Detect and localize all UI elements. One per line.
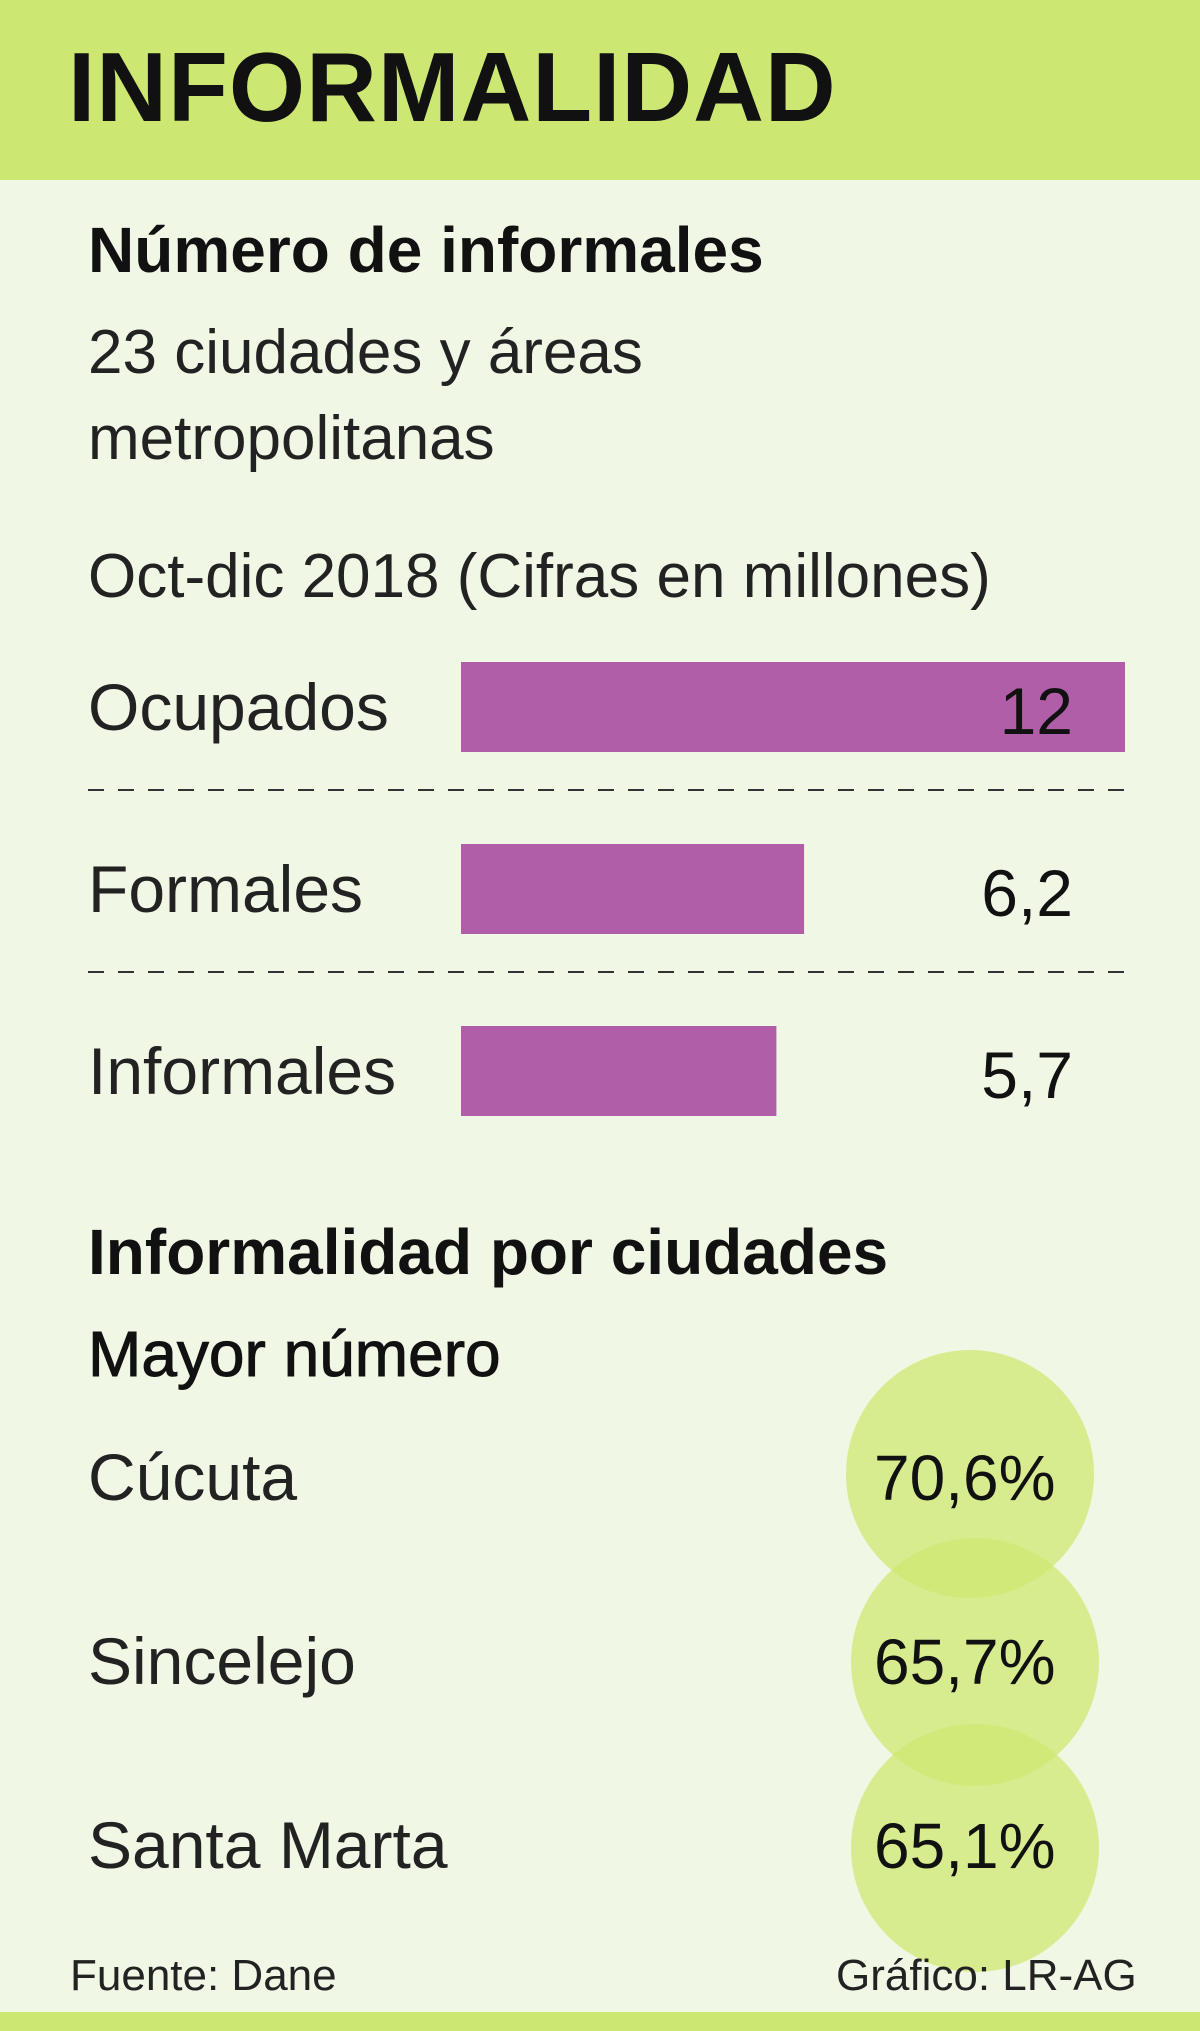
- bar: [461, 1026, 777, 1116]
- city-value: 65,1%: [874, 1810, 1056, 1882]
- bar-category-label: Formales: [88, 852, 363, 926]
- city-name: Cúcuta: [88, 1440, 298, 1514]
- section-subtitle-mayor: Mayor número: [88, 1318, 502, 1390]
- bar-value-label: 6,2: [981, 856, 1073, 930]
- bar-value-label: 5,7: [981, 1038, 1073, 1112]
- bar-category-label: Ocupados: [88, 670, 389, 744]
- period-label: Oct-dic 2018 (Cifras en millones): [88, 542, 991, 611]
- city-circle: [851, 1724, 1099, 1972]
- subtitle-line-2: metropolitanas: [88, 404, 495, 473]
- city-value: 65,7%: [874, 1626, 1056, 1698]
- bottom-band: [0, 2012, 1200, 2031]
- credit-note: Gráfico: LR-AG: [836, 1951, 1137, 2000]
- header-band: INFORMALIDAD: [0, 0, 1200, 180]
- bar-chart: Ocupados 12 Formales 6,2 Informales 5,7: [88, 662, 1125, 1116]
- bar: [461, 662, 1125, 752]
- bar: [461, 844, 805, 934]
- bar-category-label: Informales: [88, 1034, 396, 1108]
- section-title-ciudades: Informalidad por ciudades: [88, 1216, 889, 1288]
- city-value: 70,6%: [874, 1442, 1056, 1514]
- city-name: Santa Marta: [88, 1808, 448, 1882]
- section-title-informales: Número de informales: [88, 214, 764, 286]
- city-name: Sincelejo: [88, 1624, 356, 1698]
- source-note: Fuente: Dane: [70, 1951, 337, 2000]
- subtitle-line-1: 23 ciudades y áreas: [88, 318, 643, 387]
- page-title: INFORMALIDAD: [68, 32, 837, 142]
- bar-value-label: 12: [1000, 674, 1073, 748]
